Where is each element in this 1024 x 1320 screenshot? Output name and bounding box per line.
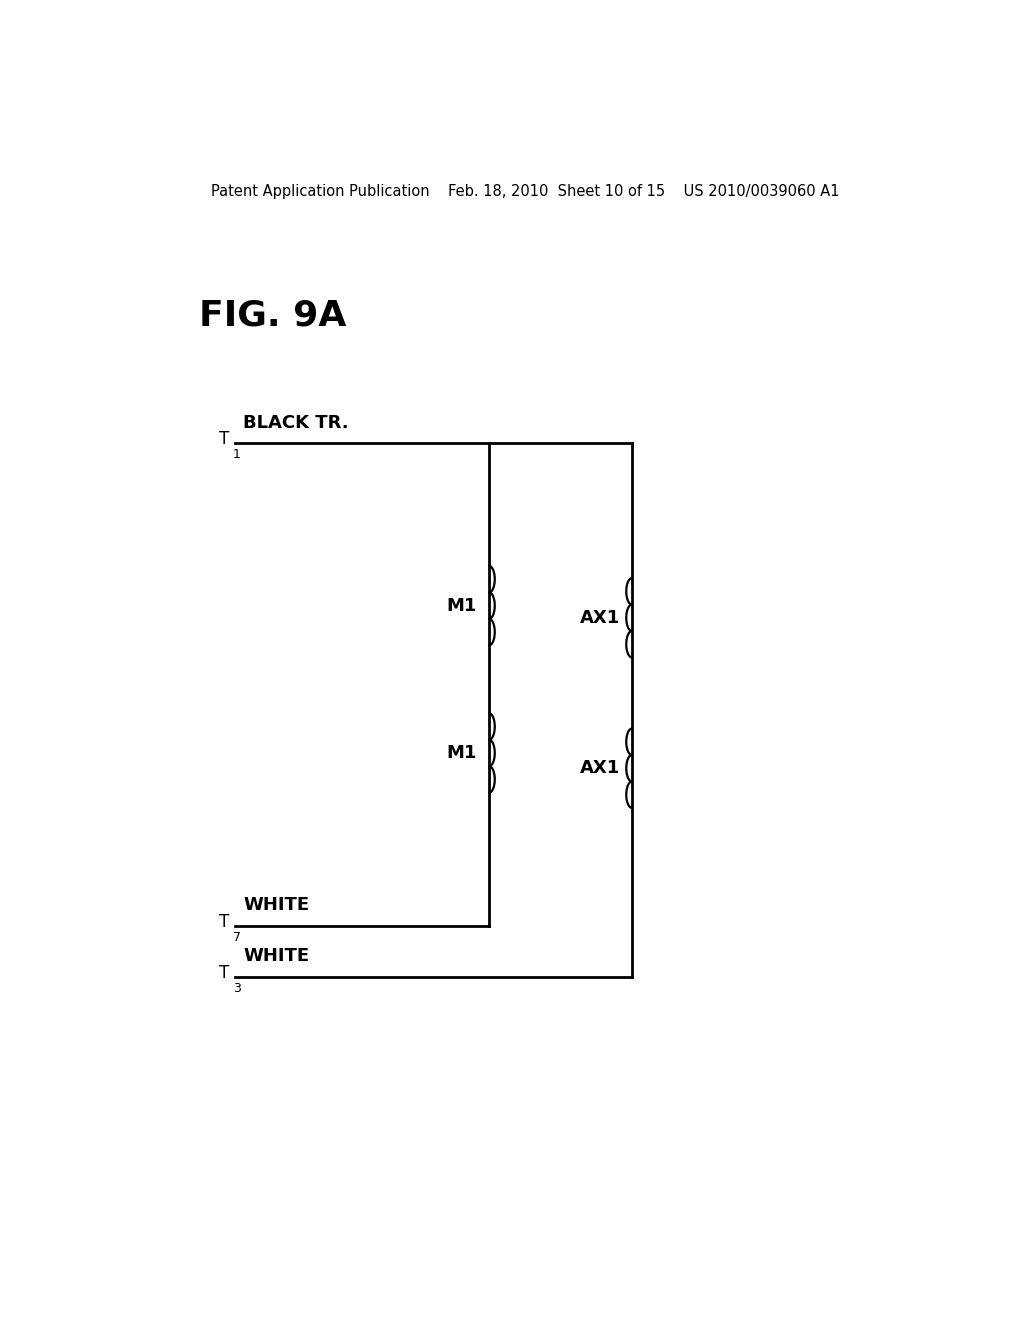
Text: 3: 3 [232, 982, 241, 995]
Text: AX1: AX1 [580, 609, 620, 627]
Text: AX1: AX1 [580, 759, 620, 777]
Text: T: T [218, 912, 228, 931]
Text: M1: M1 [446, 597, 477, 615]
Text: FIG. 9A: FIG. 9A [200, 298, 347, 333]
Text: 7: 7 [232, 931, 241, 944]
Text: T: T [218, 964, 228, 982]
Text: M1: M1 [446, 744, 477, 762]
Text: 1: 1 [232, 447, 241, 461]
Text: Patent Application Publication    Feb. 18, 2010  Sheet 10 of 15    US 2010/00390: Patent Application Publication Feb. 18, … [211, 185, 839, 199]
Text: BLACK TR.: BLACK TR. [243, 413, 349, 432]
Text: T: T [218, 430, 228, 447]
Text: WHITE: WHITE [243, 948, 309, 965]
Text: WHITE: WHITE [243, 896, 309, 915]
